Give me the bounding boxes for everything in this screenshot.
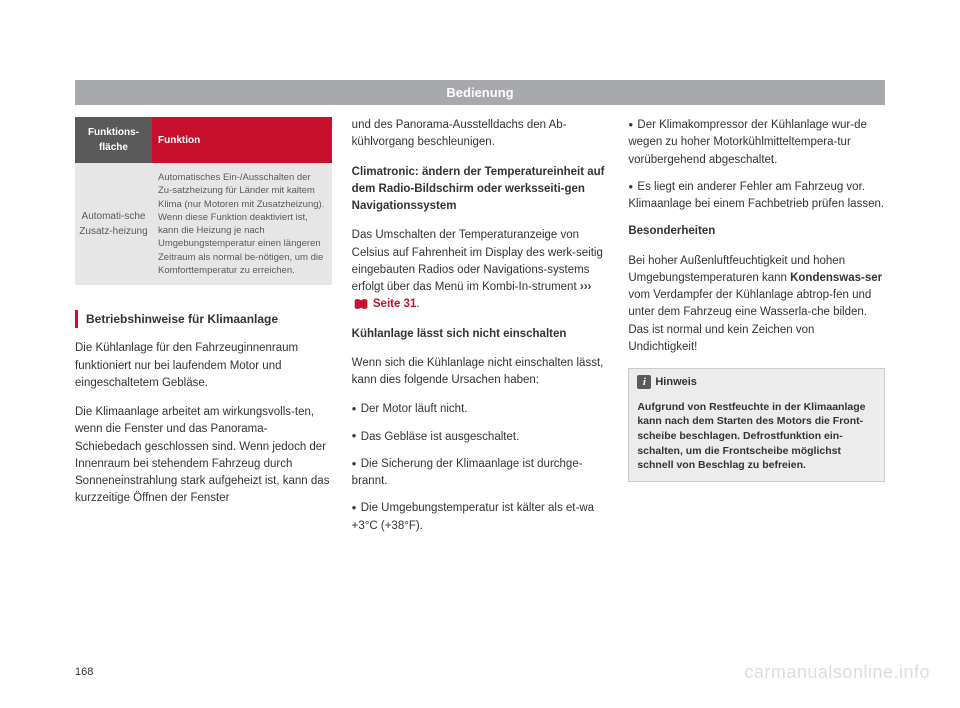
section-heading: Betriebshinweise für Klimaanlage: [75, 310, 332, 328]
book-icon: [354, 299, 368, 309]
text: vom Verdampfer der Kühlanlage abtrop-fen…: [628, 289, 871, 353]
column-1: Funktions-fläche Funktion Automati-sche …: [75, 117, 332, 545]
bullet-item: Das Gebläse ist ausgeschaltet.: [352, 429, 609, 446]
page-header: Bedienung: [75, 80, 885, 105]
notice-box: i Hinweis Aufgrund von Restfeuchte in der…: [628, 368, 885, 482]
function-table: Funktions-fläche Funktion Automati-sche …: [75, 117, 332, 285]
document-page: Bedienung Funktions-fläche Funktion Auto…: [0, 0, 960, 708]
paragraph: Die Kühlanlage für den Fahrzeuginnenraum…: [75, 340, 332, 392]
text: Das Umschalten der Temperaturanzeige von…: [352, 229, 603, 293]
column-2: und des Panorama-Ausstelldachs den Ab-kü…: [352, 117, 609, 545]
bullet-item: Die Umgebungstemperatur ist kälter als e…: [352, 500, 609, 535]
bullet-item: Die Sicherung der Klimaanlage ist durchg…: [352, 456, 609, 491]
bullet-item: Es liegt ein anderer Fehler am Fahrzeug …: [628, 179, 885, 214]
page-reference: Seite 31: [373, 298, 416, 310]
paragraph: Das Umschalten der Temperaturanzeige von…: [352, 227, 609, 313]
table-row: Automati-sche Zusatz-heizung Automatisch…: [75, 163, 332, 285]
paragraph: Die Klimaanlage arbeitet am wirkungsvoll…: [75, 404, 332, 508]
info-icon: i: [637, 375, 651, 389]
table-header-row: Funktions-fläche Funktion: [75, 117, 332, 163]
table-header-2: Funktion: [152, 117, 332, 163]
paragraph: Bei hoher Außenluftfeuchtigkeit und hohe…: [628, 253, 885, 357]
table-cell-label: Automati-sche Zusatz-heizung: [75, 163, 152, 285]
bullet-item: Der Motor läuft nicht.: [352, 401, 609, 418]
notice-header: i Hinweis: [629, 369, 884, 396]
paragraph: Wenn sich die Kühlanlage nicht einschalt…: [352, 355, 609, 390]
content-columns: Funktions-fläche Funktion Automati-sche …: [75, 117, 885, 545]
paragraph: und des Panorama-Ausstelldachs den Ab-kü…: [352, 117, 609, 152]
page-number: 168: [75, 666, 93, 678]
bullet-item: Der Klimakompressor der Kühlanlage wur-d…: [628, 117, 885, 169]
sub-heading: Kühlanlage lässt sich nicht einschalten: [352, 326, 609, 343]
ref-arrow-icon: ›››: [580, 281, 592, 293]
sub-heading: Climatronic: ändern der Temperatureinhei…: [352, 164, 609, 216]
notice-body: Aufgrund von Restfeuchte in der Klimaanl…: [629, 396, 884, 481]
notice-title: Hinweis: [655, 376, 697, 388]
bold-term: Kondenswas-ser: [790, 272, 882, 284]
table-header-1: Funktions-fläche: [75, 117, 152, 163]
watermark: carmanualsonline.info: [744, 662, 930, 683]
table-cell-desc: Automatisches Ein-/Ausschalten der Zu-sa…: [152, 163, 332, 285]
sub-heading: Besonderheiten: [628, 223, 885, 240]
column-3: Der Klimakompressor der Kühlanlage wur-d…: [628, 117, 885, 545]
